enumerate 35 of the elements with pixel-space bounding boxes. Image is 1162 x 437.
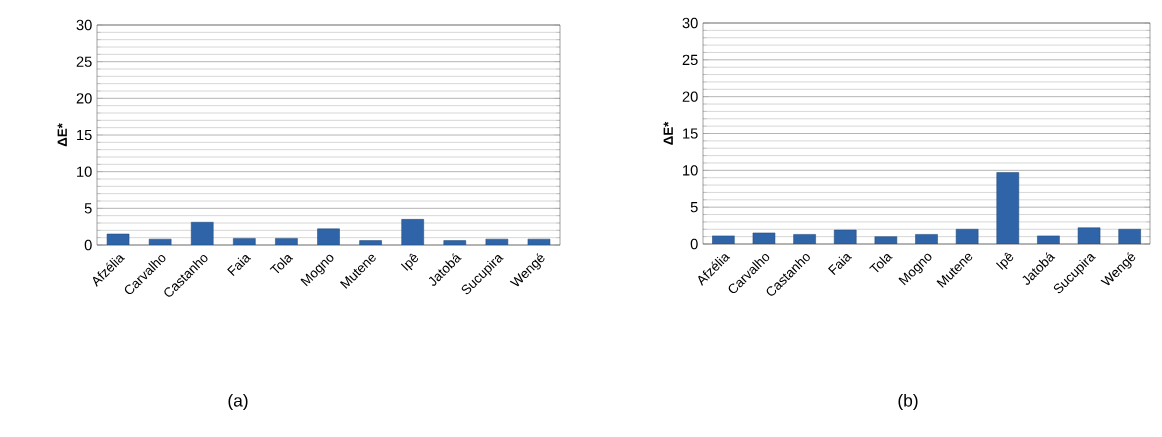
- bar: [996, 172, 1020, 244]
- y-tick-label: 25: [76, 56, 92, 67]
- y-tick-label: 5: [84, 203, 92, 214]
- y-tick-label: 30: [76, 19, 92, 31]
- y-tick-label: 10: [77, 166, 92, 177]
- y-axis-title: ΔE*: [663, 121, 673, 145]
- bar: [752, 232, 776, 244]
- y-tick-label: 20: [682, 91, 698, 102]
- y-tick-label: 0: [84, 239, 92, 251]
- bar: [712, 235, 735, 244]
- y-axis-title: ΔE*: [57, 123, 67, 147]
- x-tick-label: Tola: [869, 254, 893, 273]
- bar: [955, 228, 979, 244]
- y-tick-label: 15: [683, 128, 698, 139]
- bar: [833, 229, 857, 244]
- bar: [1077, 227, 1101, 244]
- text: (a): [228, 393, 248, 411]
- bar: [793, 234, 816, 244]
- bar: [915, 234, 938, 244]
- y-tick-label: 0: [690, 238, 698, 250]
- y-tick-label: 25: [682, 54, 698, 66]
- y-tick-label: 15: [77, 129, 92, 141]
- y-tick-label: 20: [76, 93, 92, 104]
- text: (b): [898, 393, 918, 411]
- x-tick-label: Ipê: [995, 252, 1014, 270]
- y-tick-label: 30: [682, 17, 698, 29]
- x-tick-label: Faia: [227, 255, 252, 277]
- x-tick-label: Ipê: [400, 253, 419, 271]
- bar: [874, 236, 898, 244]
- x-tick-label: Faia: [828, 254, 853, 276]
- y-tick-label: 10: [683, 165, 698, 176]
- bar: [1037, 235, 1060, 244]
- x-tick-label: Tola: [269, 255, 294, 274]
- y-tick-label: 5: [690, 202, 698, 213]
- bar: [1118, 228, 1141, 244]
